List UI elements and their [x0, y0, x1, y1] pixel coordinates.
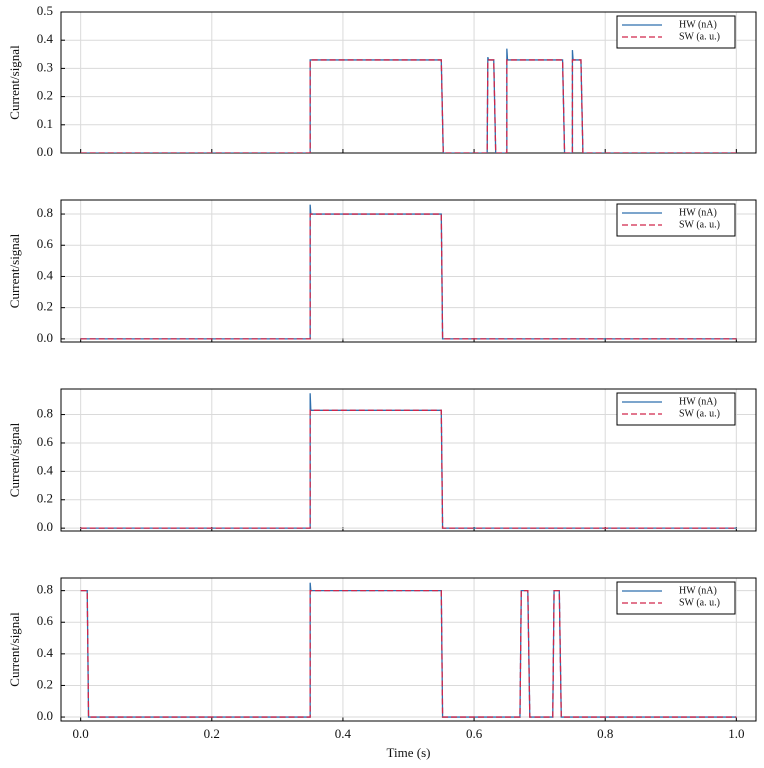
- x-tick-label: 0.4: [335, 726, 352, 741]
- plot-frame: [60, 11, 757, 154]
- series-line: [80, 213, 737, 340]
- y-axis-label: Current/signal: [7, 612, 22, 687]
- legend-label: HW (nA): [679, 396, 717, 407]
- plot-frame: [60, 199, 757, 343]
- legend-box: [616, 15, 736, 49]
- panel: 0.0 0.2 0.4 0.6 0.8 Current/signal HW (nA)SW (…: [7, 199, 757, 345]
- y-tick-label: 0.1: [37, 116, 53, 131]
- series-line: [80, 409, 737, 529]
- y-tick-label: 0.0: [37, 708, 53, 723]
- y-axis-label: Current/signal: [7, 45, 22, 120]
- panel: 0.0 0.2 0.4 0.6 0.8 Current/signal HW (nA)SW (…: [7, 388, 757, 534]
- y-tick-label: 0.0: [37, 519, 53, 534]
- legend-box: [616, 392, 736, 426]
- series-line: [80, 589, 737, 718]
- y-tick-label: 0.3: [37, 59, 53, 74]
- legend-label: HW (nA): [679, 19, 717, 30]
- y-tick-label: 0.6: [37, 434, 54, 449]
- legend-label: SW (a. u.): [679, 31, 720, 42]
- y-tick-label: 0.8: [37, 582, 53, 597]
- x-tick-label: 0.6: [466, 726, 483, 741]
- y-tick-label: 0.4: [37, 267, 54, 282]
- y-tick-label: 0.0: [37, 330, 53, 345]
- y-tick-label: 0.6: [37, 613, 54, 628]
- legend-label: SW (a. u.): [679, 408, 720, 419]
- legend-box: [616, 581, 736, 615]
- y-tick-label: 0.2: [37, 299, 53, 314]
- y-tick-label: 0.5: [37, 3, 53, 18]
- y-tick-label: 0.4: [37, 462, 54, 477]
- legend-label: SW (a. u.): [679, 597, 720, 608]
- legend-label: HW (nA): [679, 207, 717, 218]
- plot-frame: [60, 388, 757, 532]
- x-tick-label: 1.0: [728, 726, 744, 741]
- series-line: [80, 48, 737, 153]
- panel: 0.0 0.2 0.4 0.6 0.8 1.0 0.0 0.2 0.4 0.6 0.8 Current…: [7, 577, 757, 760]
- y-axis-label: Current/signal: [7, 233, 22, 308]
- y-tick-label: 0.2: [37, 88, 53, 103]
- x-tick-label: 0.2: [204, 726, 220, 741]
- legend-label: HW (nA): [679, 585, 717, 596]
- y-axis-label: Current/signal: [7, 422, 22, 497]
- x-tick-label: 0.8: [597, 726, 613, 741]
- y-tick-label: 0.2: [37, 676, 53, 691]
- y-tick-label: 0.4: [37, 645, 54, 660]
- y-tick-label: 0.2: [37, 491, 53, 506]
- x-axis-label: Time (s): [387, 745, 431, 760]
- y-tick-label: 0.8: [37, 205, 53, 220]
- panel: 0.0 0.1 0.2 0.3 0.4 0.5 Current/signal HW (nA)S…: [7, 3, 757, 159]
- plot-frame: [60, 577, 757, 722]
- y-tick-label: 0.4: [37, 31, 54, 46]
- y-tick-label: 0.0: [37, 144, 53, 159]
- y-tick-label: 0.8: [37, 406, 53, 421]
- x-tick-label: 0.0: [73, 726, 89, 741]
- series-line: [80, 59, 737, 153]
- legend-box: [616, 203, 736, 237]
- legend-label: SW (a. u.): [679, 219, 720, 230]
- y-tick-label: 0.6: [37, 236, 54, 251]
